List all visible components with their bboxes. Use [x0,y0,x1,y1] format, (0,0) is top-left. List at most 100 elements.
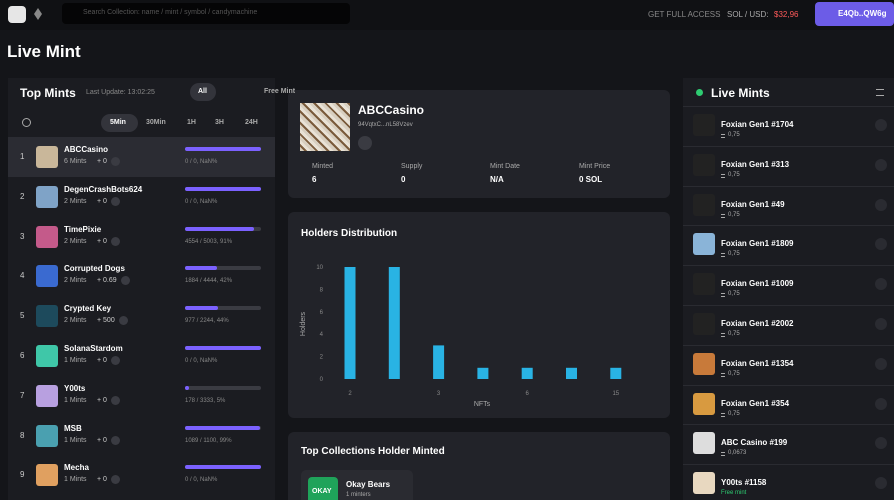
chart-title: Holders Distribution [301,228,398,239]
live-name[interactable]: Foxian Gen1 #1809 [721,239,794,249]
live-image [693,233,715,256]
row-name[interactable]: MSB [64,423,82,433]
row-name[interactable]: Crypted Key [64,304,112,314]
live-name[interactable]: Foxian Gen1 #1354 [721,358,794,368]
filter-active[interactable] [190,83,216,101]
wallet-button[interactable] [815,2,894,26]
sol-icon [721,293,725,298]
row-rank: 1 [20,152,25,161]
bar [433,345,445,379]
marketplace-badge[interactable] [875,119,887,131]
progress-track [185,306,261,311]
live-price: 0,75 [728,291,740,298]
row-delta: + 0 [97,436,107,444]
marketplace-badge[interactable] [875,158,887,171]
marketplace-badge[interactable] [875,238,887,251]
progress-fill [185,425,261,430]
live-image [693,273,715,296]
row-image [36,305,58,328]
row-delta: + 0 [97,476,107,484]
marketplace-badge[interactable] [875,477,887,490]
progress-fill [185,266,217,271]
marketplace-badge[interactable] [875,437,887,450]
period-tab[interactable]: 3H [215,119,224,126]
filter-icon[interactable] [876,89,884,96]
y-tick-label: 8 [320,287,324,293]
row-mints: 1 Mints [64,357,87,364]
row-mints: 1 Mints [64,476,87,484]
row-delta: + 0 [97,158,107,165]
refresh-icon[interactable] [22,118,31,127]
live-price: 0,75 [728,331,740,337]
row-stat: 0 / 0, NaN% [185,358,218,364]
row-name[interactable]: Corrupted Dogs [64,264,125,274]
period-active[interactable] [101,114,138,132]
period-tab[interactable]: 5Min [110,119,126,126]
y-tick-label: 0 [320,377,324,383]
row-image [36,146,58,168]
progress-fill [185,147,261,151]
filter-tab[interactable]: All [198,88,207,95]
y-tick-label: 6 [320,310,324,316]
marketplace-badge[interactable] [875,357,887,370]
row-mints: 6 Mints [64,158,87,165]
menu-button[interactable] [8,6,26,23]
row-rank: 9 [20,470,25,480]
live-name[interactable]: Foxian Gen1 #313 [721,159,790,169]
row-name[interactable]: SolanaStardom [64,344,123,353]
live-name[interactable]: Foxian Gen1 #1009 [721,279,794,289]
y-axis-label: Holders [300,311,307,336]
row-image [36,185,58,208]
full-access[interactable]: GET FULL ACCESS [648,10,721,19]
collection-item-name: Okay Bears [346,480,391,489]
live-name[interactable]: Foxian Gen1 #2002 [721,319,794,328]
collection-card [288,90,670,198]
sol-icon [721,372,725,377]
row-name[interactable]: TimePixie [64,224,102,234]
marketplace-badge[interactable] [875,318,887,330]
row-delta: + 0 [97,237,107,245]
period-tab[interactable]: 24H [245,119,258,126]
row-name[interactable]: Mecha [64,463,89,473]
live-image [693,432,715,455]
search-placeholder: Search Collection: name / mint / symbol … [83,9,258,16]
top-mints-title: Top Mints [20,86,76,100]
live-price: 0,75 [728,171,740,178]
live-mints-panel [683,78,894,500]
progress-fill [185,385,189,390]
progress-track [185,266,261,271]
live-name[interactable]: ABC Casino #199 [721,438,788,448]
row-rank: 7 [20,390,25,400]
period-tab[interactable]: 1H [187,119,196,126]
collection-badge[interactable] [358,136,372,150]
period-tab[interactable]: 30Min [146,119,166,126]
collection-address: 94VqtxC...nL58Vzev [358,122,413,128]
live-image [693,392,715,415]
bar [344,267,356,379]
row-name[interactable]: DegenCrashBots624 [64,184,143,194]
row-badge [111,475,120,485]
stat-label: Minted [312,163,334,170]
page-title: Live Mint [7,42,81,61]
marketplace-badge[interactable] [875,198,887,211]
marketplace-badge[interactable] [875,397,887,410]
row-stat: 1884 / 4444, 42% [185,278,233,285]
search-box[interactable] [62,3,350,24]
live-name[interactable]: Foxian Gen1 #49 [721,199,785,209]
row-delta: + 500 [97,317,115,325]
last-update: Last Update: 13:02:25 [86,89,155,96]
live-name[interactable]: Foxian Gen1 #1704 [721,120,794,129]
x-axis-label: NFTs [474,401,491,408]
row-badge [111,157,120,166]
live-name[interactable]: Y00ts #1158 [721,478,767,488]
row-name[interactable]: Y00ts [64,383,86,393]
marketplace-badge[interactable] [875,278,887,291]
live-name[interactable]: Foxian Gen1 #354 [721,398,790,408]
live-image [693,352,715,375]
stat-value: 6 [312,175,317,184]
row-delta: + 0 [97,396,107,404]
filter-tab[interactable]: Free Mint [264,88,296,95]
row-name[interactable]: ABCCasino [64,145,109,154]
row-badge [111,196,120,206]
eth-icon[interactable] [34,8,42,20]
